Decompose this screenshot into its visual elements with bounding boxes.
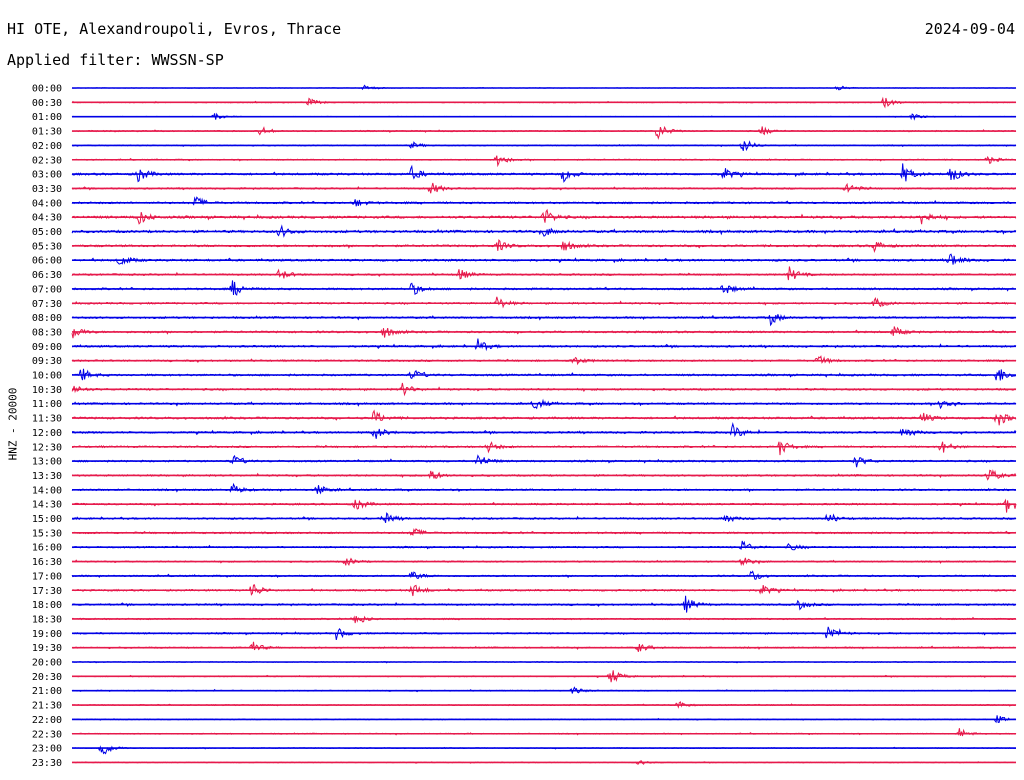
trace-line bbox=[71, 163, 1017, 183]
row-time-label: 05:30 bbox=[32, 241, 62, 252]
trace-line bbox=[71, 314, 1017, 327]
trace-line bbox=[71, 196, 1017, 207]
row-time-label: 12:00 bbox=[32, 428, 62, 439]
trace-line bbox=[71, 338, 1017, 352]
row-time-label: 10:30 bbox=[32, 385, 62, 396]
filter-label: Applied filter: WWSSN-SP bbox=[7, 51, 224, 69]
trace-line bbox=[71, 280, 1017, 296]
row-time-label: 04:00 bbox=[32, 198, 62, 209]
row-time-label: 21:30 bbox=[32, 701, 62, 712]
row-time-label: 19:00 bbox=[32, 629, 62, 640]
row-time-label: 01:00 bbox=[32, 112, 62, 123]
row-time-label: 00:00 bbox=[32, 84, 62, 95]
row-time-label: 12:30 bbox=[32, 442, 62, 453]
row-time-label: 17:00 bbox=[32, 571, 62, 582]
row-time-label: 15:00 bbox=[32, 514, 62, 525]
row-time-label: 23:30 bbox=[32, 758, 62, 769]
row-time-label: 13:30 bbox=[32, 471, 62, 482]
row-time-label: 11:30 bbox=[32, 414, 62, 425]
trace-line bbox=[71, 266, 1017, 281]
row-time-label: 17:30 bbox=[32, 586, 62, 597]
row-time-label: 15:30 bbox=[32, 528, 62, 539]
row-time-label: 06:30 bbox=[32, 270, 62, 281]
record-date: 2024-09-04 bbox=[924, 20, 1015, 38]
row-time-label: 21:00 bbox=[32, 686, 62, 697]
station-title: HI OTE, Alexandroupoli, Evros, Thrace bbox=[7, 20, 342, 38]
row-time-label: 04:30 bbox=[32, 213, 62, 224]
trace-line bbox=[71, 441, 1017, 456]
trace-line bbox=[71, 728, 1017, 737]
row-time-label: 19:30 bbox=[32, 643, 62, 654]
row-time-label: 16:30 bbox=[32, 557, 62, 568]
row-time-label: 02:00 bbox=[32, 141, 62, 152]
row-time-label: 02:30 bbox=[32, 155, 62, 166]
row-time-label: 07:30 bbox=[32, 299, 62, 310]
trace-line bbox=[71, 296, 1017, 309]
row-time-label: 07:00 bbox=[32, 284, 62, 295]
row-time-label: 16:00 bbox=[32, 543, 62, 554]
row-time-label: 05:00 bbox=[32, 227, 62, 238]
row-time-label: 01:30 bbox=[32, 127, 62, 138]
row-time-label: 18:30 bbox=[32, 614, 62, 625]
trace-line bbox=[71, 540, 1017, 551]
row-time-label: 00:30 bbox=[32, 98, 62, 109]
row-time-label: 08:00 bbox=[32, 313, 62, 324]
row-time-label: 14:00 bbox=[32, 485, 62, 496]
row-time-label: 08:30 bbox=[32, 327, 62, 338]
trace-line bbox=[71, 528, 1017, 536]
trace-line bbox=[71, 498, 1017, 513]
row-time-label: 23:00 bbox=[32, 744, 62, 755]
trace-line bbox=[71, 421, 1017, 439]
row-time-label: 20:00 bbox=[32, 658, 62, 669]
row-time-label: 06:00 bbox=[32, 256, 62, 267]
row-time-label: 14:30 bbox=[32, 500, 62, 511]
trace-line bbox=[71, 641, 1017, 652]
row-time-label: 03:00 bbox=[32, 170, 62, 181]
row-time-label: 09:30 bbox=[32, 356, 62, 367]
row-time-label: 11:00 bbox=[32, 399, 62, 410]
row-time-label: 20:30 bbox=[32, 672, 62, 683]
row-time-label: 13:00 bbox=[32, 457, 62, 468]
row-time-label: 03:30 bbox=[32, 184, 62, 195]
row-time-label: 22:30 bbox=[32, 729, 62, 740]
trace-line bbox=[71, 125, 1017, 140]
row-time-label: 10:00 bbox=[32, 371, 62, 382]
row-time-label: 09:00 bbox=[32, 342, 62, 353]
row-time-label: 22:00 bbox=[32, 715, 62, 726]
row-time-label: 18:00 bbox=[32, 600, 62, 611]
